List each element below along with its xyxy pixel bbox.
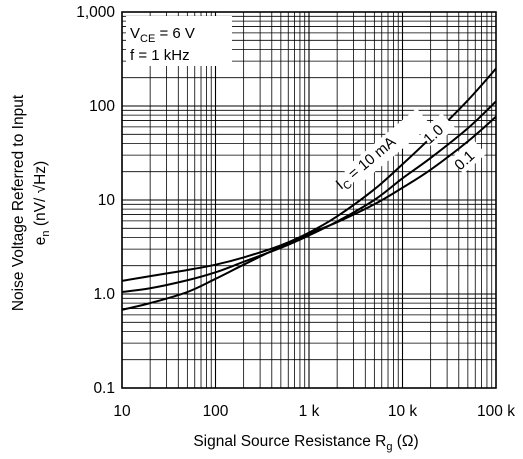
frequency-condition: f = 1 kHz [130,47,190,64]
conditions-box [126,16,232,66]
tick-labels: 10 100 1 k 10 k 100 k 0.1 1.0 10 100 1,000 [76,4,515,420]
y-tick-label: 1.0 [93,286,115,303]
y-axis-title-line1: Noise Voltage Referred to Input [10,94,27,311]
series-label-bg-ic1 [419,112,456,148]
series-label-bg-ic10 [343,108,431,187]
series-label-bg-ic01 [450,138,487,174]
x-tick-label: 10 [113,403,131,420]
x-tick-label: 100 [203,403,229,420]
x-tick-label: 10 k [388,403,418,420]
grid-lines [121,12,496,389]
vce-condition: VCE = 6 V [130,25,195,45]
plot-frame [121,11,497,389]
curve-ic-0-1ma [121,115,497,311]
y-tick-label: 0.1 [93,380,115,397]
series-label-ic10: IC = 10 mA [333,133,401,195]
curve-ic-1ma [121,100,497,294]
x-axis-title: Signal Source Resistance Rg (Ω) [193,433,418,453]
y-tick-label: 1,000 [76,4,115,21]
y-tick-label: 10 [98,192,116,209]
y-axis-title-line2: en (nV/ √Hz) [32,161,52,245]
x-tick-label: 1 k [299,403,320,420]
x-tick-label: 100 k [477,403,515,420]
y-tick-label: 100 [89,98,115,115]
